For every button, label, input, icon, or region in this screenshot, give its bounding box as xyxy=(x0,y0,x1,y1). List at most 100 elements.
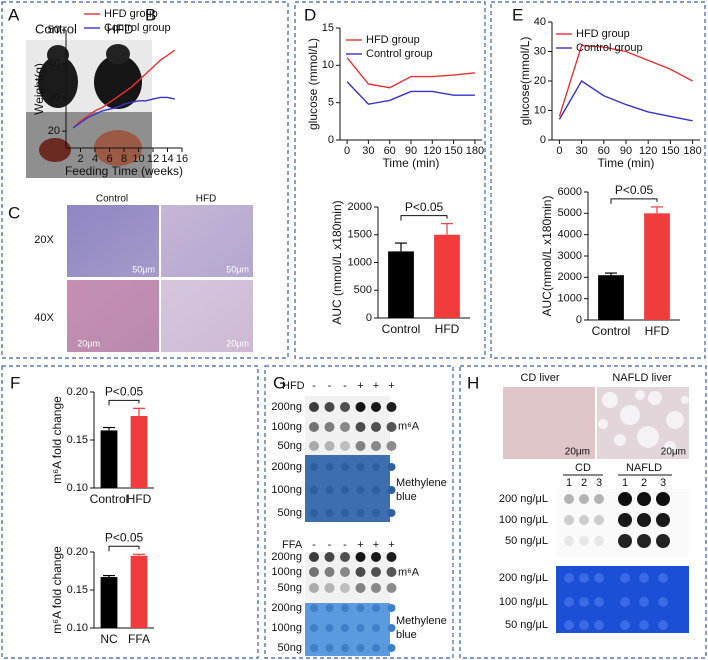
blot-dot xyxy=(356,486,365,494)
lipid-droplet xyxy=(602,392,618,408)
blot-dot xyxy=(371,422,381,432)
blot-dot xyxy=(387,486,396,494)
lipid-droplet xyxy=(598,419,608,429)
panel-letter: A xyxy=(8,5,20,24)
y-tick-label: 500 xyxy=(354,284,372,296)
panel-frame xyxy=(459,365,707,659)
blot-dot xyxy=(386,422,397,432)
blot-dot xyxy=(387,624,396,632)
amount-label: 200ng xyxy=(271,551,302,563)
panel-frame xyxy=(264,365,454,659)
panel-letter: B xyxy=(145,5,156,24)
y-tick-label: 30 xyxy=(48,91,60,103)
treatment-sign: + xyxy=(373,380,379,392)
legend-label: Control group xyxy=(366,48,433,60)
series-line xyxy=(72,96,175,129)
blot-dot xyxy=(341,604,349,612)
blot-dot xyxy=(356,644,365,652)
lipid-droplet xyxy=(681,396,689,404)
lipid-droplet xyxy=(666,411,684,429)
stain-label: Methylene blue xyxy=(396,615,447,641)
amount-label: 200ng xyxy=(271,602,302,614)
blot-dot xyxy=(579,620,589,630)
y-tick-label: 0.20 xyxy=(67,386,88,398)
y-tick-label: 0.15 xyxy=(67,434,88,446)
y-tick-label: 20 xyxy=(48,125,60,137)
blot-dot xyxy=(637,513,651,527)
lipid-droplet xyxy=(648,391,662,405)
y-tick-label: 0 xyxy=(576,314,582,326)
scale-bar-label: 20μm xyxy=(661,447,686,458)
lane-label: 3 xyxy=(596,477,602,489)
amount-label: 50 ng/μL xyxy=(505,535,548,547)
y-tick-label: 20 xyxy=(534,75,546,87)
y-tick-label: 2000 xyxy=(348,201,372,213)
amount-label: 200 ng/μL xyxy=(499,572,548,584)
y-axis-label: Weight(g) xyxy=(32,63,46,115)
blot-dot xyxy=(637,534,651,548)
stain-label: m⁶A xyxy=(398,566,420,578)
series-line xyxy=(346,81,475,105)
blot-dot xyxy=(656,492,670,506)
legend-label: HFD group xyxy=(576,28,630,40)
blot-dot xyxy=(594,494,604,504)
x-tick-label: 2 xyxy=(77,153,83,165)
blot-dot xyxy=(594,536,604,546)
x-tick-label: Control xyxy=(90,492,129,506)
bar xyxy=(644,213,670,320)
blot-dot xyxy=(325,624,334,632)
blot-dot xyxy=(387,509,396,517)
blot-dot xyxy=(564,620,574,630)
annotation: P<0.05 xyxy=(405,200,444,214)
y-tick-label: 0 xyxy=(540,134,546,146)
bar xyxy=(100,430,118,488)
y-axis-label: AUC(mmol/L x180min) xyxy=(540,196,554,317)
blot-dot xyxy=(372,486,380,494)
column-label: HFD xyxy=(196,194,217,205)
series-line xyxy=(558,44,693,117)
amount-label: 100 ng/μL xyxy=(499,514,548,526)
stain-label: m⁶A xyxy=(398,420,420,432)
image-label: NAFLD liver xyxy=(612,372,672,384)
panel-letter: E xyxy=(512,5,523,24)
y-tick-label: 0 xyxy=(328,134,334,146)
blot-dot xyxy=(386,583,397,593)
lane-label: 2 xyxy=(641,477,647,489)
blot-dot xyxy=(371,583,381,593)
blot-dot xyxy=(371,441,381,451)
blot-dot xyxy=(564,597,574,607)
y-tick-label: 40 xyxy=(48,58,60,70)
x-tick-label: 30 xyxy=(575,145,587,157)
y-tick-label: 0 xyxy=(366,312,372,324)
group-label: HFD xyxy=(282,380,305,392)
x-tick-label: 150 xyxy=(444,145,462,157)
x-tick-label: 0 xyxy=(344,145,350,157)
treatment-sign: - xyxy=(312,539,316,551)
blot-dot xyxy=(564,573,574,583)
x-tick-label: 90 xyxy=(620,145,632,157)
blot-dot xyxy=(564,515,574,525)
blot-dot xyxy=(372,624,380,632)
annotation: P<0.05 xyxy=(105,530,144,544)
legend-label: HFD group xyxy=(366,34,420,46)
panel-letter: H xyxy=(467,373,479,392)
blot-dot xyxy=(340,567,350,577)
image-label: CD liver xyxy=(520,372,559,384)
lipid-droplet xyxy=(664,441,676,453)
annotation: P<0.05 xyxy=(105,384,144,398)
x-tick-label: 180 xyxy=(466,145,484,157)
x-tick-label: 60 xyxy=(384,145,396,157)
blot-dot xyxy=(341,644,349,652)
y-axis-label: AUC (mmol/L x180min) xyxy=(330,200,344,324)
lane-label: 1 xyxy=(566,477,572,489)
blot-dot xyxy=(309,402,319,412)
lane-label: 3 xyxy=(660,477,666,489)
x-tick-label: 120 xyxy=(639,145,657,157)
blot-dot xyxy=(355,441,366,451)
y-tick-label: 5000 xyxy=(558,207,582,219)
blot-dot xyxy=(309,567,319,577)
legend-label: Control group xyxy=(104,22,171,34)
blot-dot xyxy=(340,422,350,432)
y-tick-label: 40 xyxy=(534,16,546,28)
scale-bar-label: 20μm xyxy=(226,338,249,348)
